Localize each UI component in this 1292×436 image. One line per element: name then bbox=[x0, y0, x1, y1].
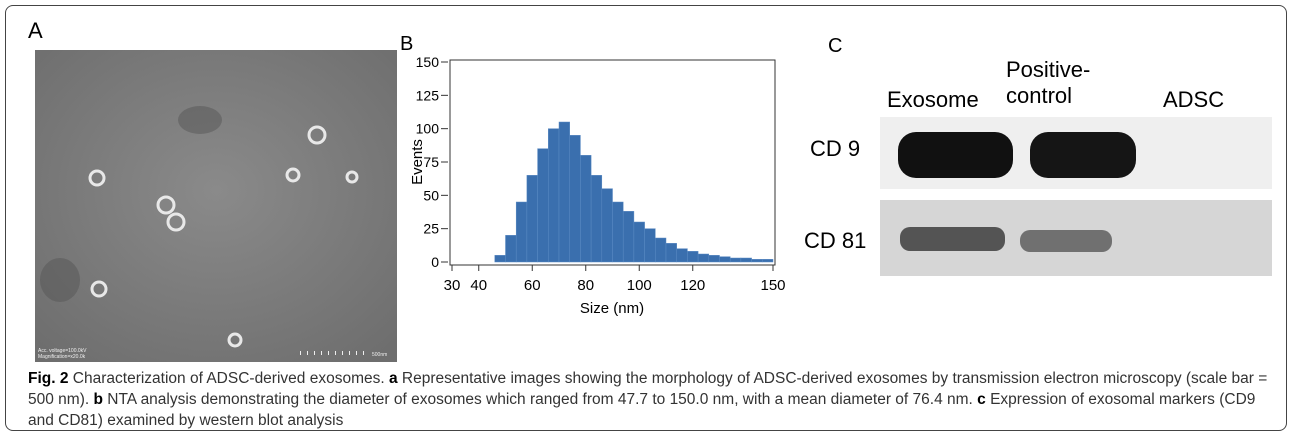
y-tick-label: 25 bbox=[423, 221, 439, 237]
histogram-bar bbox=[676, 248, 688, 263]
histogram-bar bbox=[526, 175, 538, 263]
caption-text: Representative images showing the morpho… bbox=[28, 370, 1268, 408]
histogram-bar bbox=[655, 237, 667, 263]
scale-bar-text: 500nm bbox=[372, 352, 387, 358]
histogram-bar bbox=[687, 251, 699, 263]
y-tick-label: 50 bbox=[423, 187, 439, 203]
column-header: Positive- control bbox=[1006, 57, 1091, 108]
figure-frame bbox=[5, 5, 1287, 431]
dark-region bbox=[40, 258, 80, 302]
histogram-bar bbox=[590, 175, 603, 263]
x-tick-label: 120 bbox=[680, 277, 705, 294]
histogram-bar bbox=[548, 128, 560, 263]
tem-image bbox=[35, 50, 397, 362]
caption-text: Expression of exosomal markers (CD9 and … bbox=[28, 391, 1256, 429]
plot-frame bbox=[449, 59, 776, 266]
histogram-bar bbox=[601, 188, 613, 263]
x-tick-label: 30 bbox=[444, 277, 461, 294]
histogram-bar bbox=[558, 121, 570, 263]
histogram-bar bbox=[708, 255, 720, 263]
column-header: ADSC bbox=[1163, 87, 1225, 112]
y-tick-label: 100 bbox=[416, 121, 440, 137]
panel-label: C bbox=[828, 35, 842, 57]
y-axis-label: Events bbox=[409, 139, 426, 185]
histogram-bar bbox=[494, 255, 506, 263]
histogram-bar bbox=[729, 257, 742, 263]
y-tick-label: 150 bbox=[416, 54, 440, 70]
histogram-bar bbox=[762, 259, 774, 263]
histogram-bar bbox=[505, 235, 517, 263]
histogram-bar bbox=[633, 221, 645, 263]
x-axis-label: Size (nm) bbox=[580, 300, 644, 317]
x-tick-label: 100 bbox=[627, 277, 652, 294]
x-tick-label: 60 bbox=[524, 277, 541, 294]
image-caption-text: Magnification=x20.0k bbox=[38, 354, 86, 360]
figure-caption: Fig. 2 Characterization of ADSC-derived … bbox=[28, 368, 1268, 431]
caption-letter: b bbox=[93, 391, 103, 408]
row-label: CD 81 bbox=[804, 228, 867, 253]
histogram-bar bbox=[622, 211, 635, 263]
blot-band bbox=[900, 227, 1005, 251]
histogram-bar bbox=[515, 201, 528, 263]
caption-title: Characterization of ADSC-derived exosome… bbox=[72, 370, 385, 387]
histogram-bar bbox=[612, 201, 624, 263]
x-tick-label: 150 bbox=[760, 277, 785, 294]
image-caption-text: Acc. voltage=100.0kV bbox=[38, 348, 87, 354]
panel-label: B bbox=[400, 33, 413, 55]
blot-band bbox=[1030, 132, 1136, 178]
histogram-bar bbox=[751, 259, 763, 263]
y-tick-label: 125 bbox=[416, 87, 440, 103]
caption-letter: c bbox=[977, 391, 986, 408]
exosome-particles bbox=[88, 125, 359, 348]
blot-band bbox=[898, 132, 1013, 178]
histogram-bar bbox=[537, 148, 549, 263]
caption-letter: a bbox=[388, 370, 398, 387]
histogram-bar bbox=[644, 228, 656, 263]
blot-band bbox=[1020, 230, 1112, 252]
histogram-bar bbox=[569, 135, 581, 263]
dark-region bbox=[178, 106, 222, 134]
column-header: Exosome bbox=[887, 87, 979, 112]
x-tick-label: 40 bbox=[470, 277, 487, 294]
row-label: CD 9 bbox=[810, 136, 861, 161]
histogram-bar bbox=[580, 155, 592, 263]
caption-label: Fig. 2 bbox=[28, 370, 69, 387]
x-tick-label: 80 bbox=[577, 277, 594, 294]
panel-label: A bbox=[28, 18, 43, 43]
histogram-bar bbox=[697, 253, 710, 263]
y-tick-label: 75 bbox=[423, 154, 439, 170]
histogram-bar bbox=[719, 256, 731, 263]
y-tick-label: 0 bbox=[431, 254, 439, 270]
caption-text: NTA analysis demonstrating the diameter … bbox=[107, 391, 973, 408]
histogram: 0 25 50 75 100 125 150 30 40 60 80 100 120 150 Size (n… bbox=[409, 54, 786, 317]
histogram-bar bbox=[665, 243, 677, 263]
histogram-bar bbox=[740, 257, 752, 263]
